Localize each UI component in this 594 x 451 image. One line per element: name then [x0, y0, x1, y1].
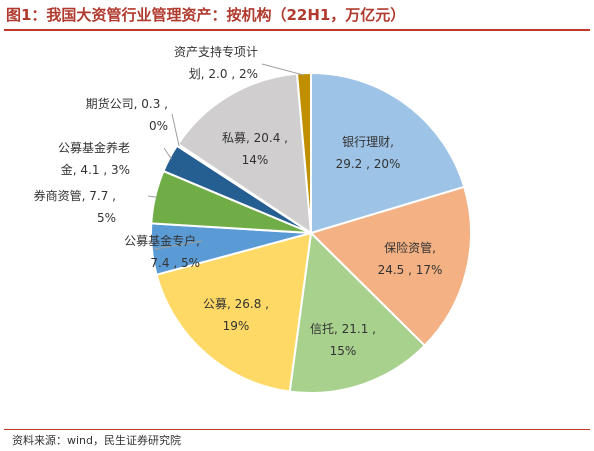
- data-label-8: 期货公司, 0.3 , 0%: [86, 96, 168, 133]
- pie-slice-4: [155, 231, 313, 393]
- data-label-5: 公募基金专户, 7.4 , 5%: [124, 233, 200, 270]
- data-label-7: 公募基金养老金, 4.1 , 3%: [58, 140, 130, 177]
- pie-chart: 银行理财, 29.2 , 20% 保险资管, 24.5 , 17% 信托, 21.1 ,…: [34, 44, 472, 394]
- leader-line-10: [261, 63, 305, 76]
- pie-slice-2: [309, 185, 472, 347]
- pie-slice-1: [310, 71, 466, 235]
- leader-line-5: [153, 240, 203, 250]
- source-note: 资料来源：wind，民生证券研究院: [12, 434, 182, 447]
- pie-slices: [150, 71, 472, 394]
- data-label-3: 信托, 21.1 , 15%: [310, 322, 376, 358]
- data-label-10: 资产支持专项计划, 2.0 , 2%: [174, 44, 258, 81]
- data-labels: 银行理财, 29.2 , 20% 保险资管, 24.5 , 17% 信托, 21.1 ,…: [34, 44, 443, 358]
- data-label-4: 公募, 26.8 , 19%: [203, 297, 269, 333]
- data-label-6: 券商资管, 7.7 , 5%: [34, 188, 116, 225]
- data-label-9: 私募, 20.4 , 14%: [222, 131, 288, 167]
- leader-line-8: [171, 113, 180, 147]
- source-rule: [4, 429, 590, 430]
- chart-title: 图1：我国大资管行业管理资产：按机构（22H1，万亿元）: [6, 6, 406, 24]
- title-rule: [4, 29, 590, 31]
- data-label-2: 保险资管, 24.5 , 17%: [378, 240, 443, 277]
- pie-slice-9: [176, 72, 313, 235]
- leader-line-6: [147, 195, 158, 198]
- pie-slice-3: [288, 230, 427, 394]
- data-label-1: 银行理财, 29.2 , 20%: [336, 135, 401, 171]
- leader-line-7: [163, 147, 172, 160]
- leader-lines: [147, 63, 305, 250]
